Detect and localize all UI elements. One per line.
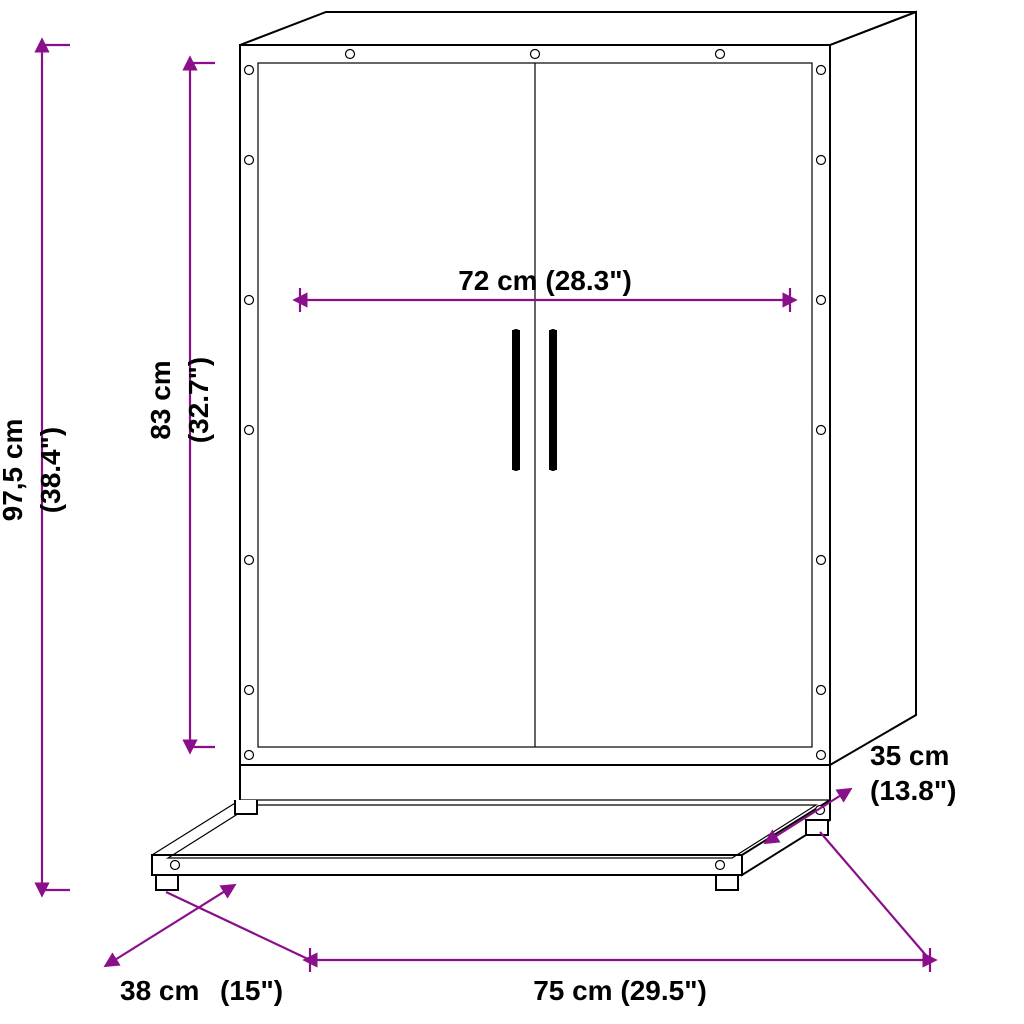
dimension-labels: 97,5 cm (38.4") 83 cm (32.7") 72 cm (28.… [0, 265, 956, 1006]
dim-width-total-value: 75 cm [533, 975, 612, 1006]
dim-depth-inner-value: 35 cm [870, 740, 949, 771]
svg-text:(32.7"): (32.7") [183, 357, 214, 443]
svg-text:97,5 cm: 97,5 cm [0, 419, 28, 522]
svg-text:75 cm (29.5"): 75 cm (29.5") [533, 975, 707, 1006]
dim-depth-total-imperial: (15") [220, 975, 283, 1006]
dim-width-inner-imperial: (28.3") [545, 265, 631, 296]
dimension-lines [42, 45, 930, 972]
svg-text:35 cm: 35 cm [870, 740, 949, 771]
cabinet-drawing [152, 12, 916, 890]
dim-height-total-value: 97,5 cm [0, 419, 28, 522]
dim-height-total-imperial: (38.4") [35, 427, 66, 513]
dim-depth-total-value: 38 cm [120, 975, 199, 1006]
svg-text:83 cm: 83 cm [145, 360, 176, 439]
dim-height-door-value: 83 cm [145, 360, 176, 439]
svg-text:72 cm (28.3"): 72 cm (28.3") [458, 265, 632, 296]
cabinet-feet [156, 800, 828, 890]
dim-height-door-imperial: (32.7") [183, 357, 214, 443]
svg-text:(38.4"): (38.4") [35, 427, 66, 513]
svg-text:38 cm: 38 cm [120, 975, 199, 1006]
dim-width-inner-value: 72 cm [458, 265, 537, 296]
svg-text:(15"): (15") [220, 975, 283, 1006]
dim-depth-inner-imperial: (13.8") [870, 775, 956, 806]
svg-text:(13.8"): (13.8") [870, 775, 956, 806]
dim-width-total-imperial: (29.5") [620, 975, 706, 1006]
